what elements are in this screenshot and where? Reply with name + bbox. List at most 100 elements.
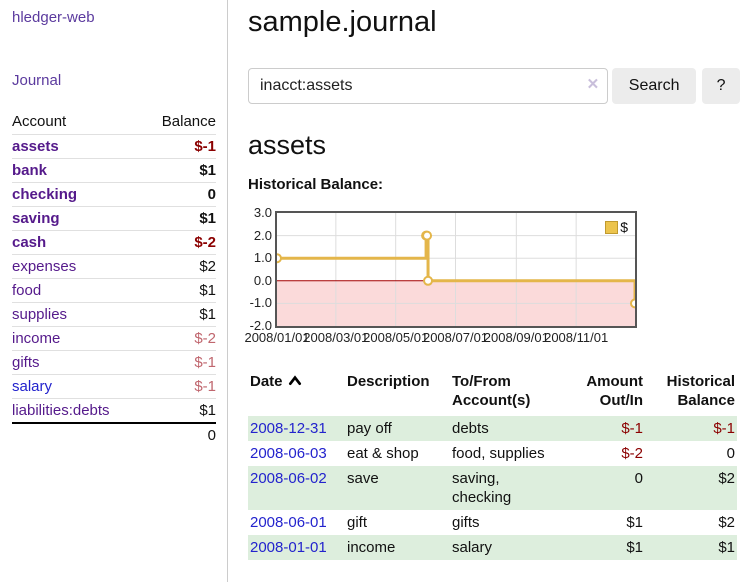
register-date-cell: 2008-06-03 [248, 441, 345, 466]
register-accounts-cell: food, supplies [452, 445, 545, 462]
account-link[interactable]: salary [12, 378, 53, 395]
accounts-total-value: 0 [143, 421, 216, 447]
y-axis-tick-label: 3.0 [253, 205, 272, 220]
account-balance: $1 [199, 401, 216, 419]
x-axis-tick-label: 2008/03/01 [303, 330, 369, 345]
account-balance: 0 [207, 186, 216, 203]
accounts-table-header-row: Account Balance [12, 110, 216, 135]
help-button[interactable]: ? [702, 68, 740, 104]
main-panel: sample.journal ✕ Search ? assets Histori… [244, 0, 740, 560]
register-header-amount: Amount Out/In [586, 373, 643, 409]
account-name-cell: assets [12, 135, 143, 159]
search-input[interactable] [248, 68, 609, 104]
x-axis-tick-label: 2008/11/01 [544, 330, 609, 345]
account-row: salary $-1 [12, 375, 216, 399]
register-date-cell: 2008-06-01 [248, 510, 345, 535]
y-axis-tick-label: 0.0 [253, 272, 272, 288]
account-row: assets $-1 [12, 135, 216, 159]
register-accounts-cell: saving, checking [452, 470, 512, 506]
transaction-date-link[interactable]: 2008-06-02 [250, 470, 327, 487]
account-balance: $2 [199, 258, 216, 275]
x-axis-tick-label: 2008/01/01 [244, 330, 310, 345]
account-row: bank $1 [12, 159, 216, 183]
account-name-cell: bank [12, 159, 143, 183]
account-link[interactable]: checking [12, 186, 78, 203]
transaction-date-link[interactable]: 2008-06-03 [250, 445, 327, 462]
accounts-total-spacer [12, 421, 144, 447]
chart-canvas [277, 213, 635, 326]
account-row: cash $-2 [12, 231, 216, 255]
account-link[interactable]: bank [12, 162, 48, 179]
sidebar-item-journal[interactable]: Journal [12, 72, 62, 89]
account-row: income $-2 [12, 327, 216, 351]
account-name-cell: income [12, 327, 143, 351]
account-link[interactable]: liabilities:debts [12, 401, 110, 419]
account-row: liabilities:debts $1 [12, 399, 216, 423]
accounts-balance-table: Account Balance assets $-1 bank $1 checking 0… [12, 110, 216, 447]
register-amount-cell: 0 [634, 470, 643, 487]
register-table: Date Description To/From Account(s) Amou… [248, 370, 737, 560]
register-row: 2008-06-02 save saving, checking 0 $2 [248, 466, 737, 510]
account-link[interactable]: saving [12, 210, 60, 227]
x-axis-tick-label: 2008/05/01 [363, 330, 429, 345]
y-axis-labels: 3.0 2.0 1.0 0.0 -1.0 -2.0 [248, 205, 272, 333]
accounts-header-balance: Balance [161, 113, 216, 130]
account-balance: $1 [199, 306, 216, 323]
y-axis-tick-label: 2.0 [253, 227, 272, 243]
register-balance-cell: $2 [718, 470, 735, 487]
search-button[interactable]: Search [612, 68, 697, 104]
register-balance-cell: $1 [718, 539, 735, 556]
account-link[interactable]: food [12, 282, 42, 299]
register-date-cell: 2008-01-01 [248, 535, 345, 560]
account-balance: $-1 [194, 354, 216, 371]
register-row: 2008-12-31 pay off debts $-1 $-1 [248, 416, 737, 441]
account-name-cell: saving [12, 207, 143, 231]
register-balance-cell: 0 [726, 445, 735, 462]
chart-title: Historical Balance: [248, 176, 384, 193]
account-heading: assets [248, 130, 327, 160]
accounts-total-row: 0 [12, 421, 216, 447]
register-header-date[interactable]: Date [248, 370, 345, 416]
account-row: food $1 [12, 279, 216, 303]
register-description-cell: pay off [347, 420, 392, 437]
account-balance: $-1 [194, 138, 216, 155]
accounts-header-account: Account [12, 113, 67, 130]
transaction-date-link[interactable]: 2008-01-01 [250, 539, 327, 556]
account-name-cell: food [12, 279, 143, 303]
account-balance: $-2 [194, 234, 216, 251]
register-date-cell: 2008-12-31 [248, 416, 345, 441]
account-row: checking 0 [12, 183, 216, 207]
register-description-cell: income [347, 539, 396, 556]
account-link[interactable]: assets [12, 138, 59, 155]
account-balance: $1 [199, 162, 216, 179]
account-link[interactable]: expenses [12, 258, 77, 275]
clear-search-icon[interactable]: ✕ [586, 76, 600, 93]
account-link[interactable]: supplies [12, 306, 68, 323]
account-row: supplies $1 [12, 303, 216, 327]
y-axis-tick-label: 1.0 [253, 250, 272, 266]
account-link[interactable]: gifts [12, 354, 40, 371]
account-link[interactable]: cash [12, 234, 47, 251]
account-link[interactable]: income [12, 330, 61, 347]
register-balance-cell: $2 [718, 514, 735, 531]
account-name-cell: salary [12, 375, 143, 399]
transaction-date-link[interactable]: 2008-06-01 [250, 514, 327, 531]
account-balance: $-2 [194, 330, 216, 347]
register-row: 2008-01-01 income salary $1 $1 [248, 535, 737, 560]
account-row: expenses $2 [12, 255, 216, 279]
chart-plot-area: $ [275, 211, 637, 328]
register-row: 2008-06-03 eat & shop food, supplies $-2 0 [248, 441, 737, 466]
sidebar: hledger-web Journal Account Balance asse… [0, 0, 228, 582]
chart-legend: $ [605, 219, 628, 235]
account-name-cell: checking [12, 183, 143, 207]
register-amount-cell: $1 [626, 514, 643, 531]
account-row: saving $1 [12, 207, 216, 231]
register-header-accounts: To/From Account(s) [452, 373, 531, 409]
register-amount-cell: $-2 [621, 445, 643, 462]
register-description-cell: save [347, 470, 379, 487]
transaction-date-link[interactable]: 2008-12-31 [250, 420, 327, 437]
register-header-row: Date Description To/From Account(s) Amou… [248, 370, 737, 416]
account-name-cell: liabilities:debts [12, 399, 143, 423]
register-description-cell: gift [347, 514, 368, 531]
app-brand-link[interactable]: hledger-web [12, 9, 95, 26]
